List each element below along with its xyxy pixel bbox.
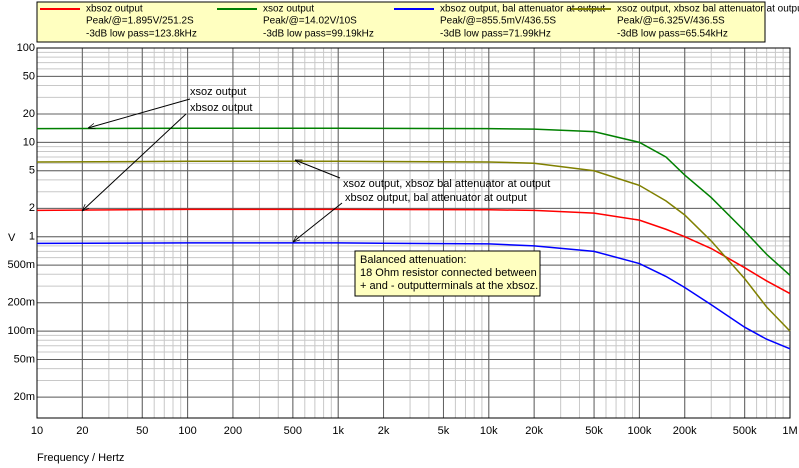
x-tick-label: 1k: [332, 425, 344, 437]
y-tick-label: 2: [29, 202, 35, 214]
x-tick-label: 10: [31, 425, 43, 437]
plot-border: [36, 47, 791, 419]
legend-cutoff: -3dB low pass=71.99kHz: [440, 29, 551, 40]
legend-label: xsoz output: [263, 4, 314, 15]
y-tick-label: 500m: [7, 259, 35, 271]
y-tick-label: 5: [29, 165, 35, 177]
x-tick-label: 100k: [627, 425, 651, 437]
annotation: xbsoz output: [190, 102, 252, 114]
annotation-arrow: [88, 98, 191, 128]
legend-peak: Peak/@=855.5mV/436.5S: [440, 16, 556, 27]
plot-area: [36, 47, 791, 419]
series-line: [36, 242, 791, 350]
annotation: xsoz output, xbsoz bal attenuator at out…: [343, 178, 550, 190]
x-axis-label: Frequency / Hertz: [37, 452, 124, 464]
x-tick-label: 100: [178, 425, 196, 437]
series-line: [36, 208, 791, 295]
y-tick-label: 100m: [7, 325, 35, 337]
legend-label: xbsoz output, bal attenuator at output: [440, 4, 605, 15]
y-tick-label: 200m: [7, 297, 35, 309]
annotation: xsoz output: [190, 86, 246, 98]
x-tick-label: 1M: [782, 425, 797, 437]
legend-label: xsoz output, xbsoz bal attenuator at out…: [617, 4, 799, 15]
legend-cutoff: -3dB low pass=65.54kHz: [617, 29, 728, 40]
x-tick-label: 50k: [585, 425, 603, 437]
legend-label: xbsoz output: [86, 4, 143, 15]
annotation-arrow: [82, 113, 187, 211]
y-tick-label: 10: [23, 136, 35, 148]
legend-cutoff: -3dB low pass=123.8kHz: [86, 29, 197, 40]
note-text: 18 Ohm resistor connected between: [360, 267, 537, 279]
x-tick-label: 10k: [480, 425, 498, 437]
y-tick-label: 20: [23, 108, 35, 120]
x-tick-label: 200k: [673, 425, 697, 437]
x-tick-label: 20k: [525, 425, 543, 437]
x-tick-label: 500: [284, 425, 302, 437]
x-tick-label: 200: [224, 425, 242, 437]
x-tick-label: 2k: [378, 425, 390, 437]
y-tick-label: 20m: [14, 391, 35, 403]
annotation-arrow: [295, 159, 341, 179]
y-tick-label: 50: [23, 70, 35, 82]
x-tick-label: 500k: [733, 425, 757, 437]
annotation: xbsoz output, bal attenuator at output: [345, 192, 527, 204]
annotation-arrow: [293, 202, 343, 242]
x-tick-label: 50: [136, 425, 148, 437]
note-box: [354, 250, 541, 297]
x-tick-label: 20: [76, 425, 88, 437]
note-text: + and - outputterminals at the xbsoz.: [360, 280, 538, 292]
legend-peak: Peak/@=1.895V/251.2S: [86, 16, 194, 27]
x-tick-label: 5k: [438, 425, 450, 437]
y-axis-label: V: [8, 232, 16, 244]
legend-peak: Peak/@=14.02V/10S: [263, 16, 357, 27]
series-line: [36, 127, 791, 276]
y-tick-label: 1: [29, 231, 35, 243]
y-tick-label: 100: [17, 42, 35, 54]
y-tick-label: 50m: [14, 353, 35, 365]
note-text: Balanced attenuation:: [360, 254, 466, 266]
series-line: [36, 160, 791, 332]
legend-cutoff: -3dB low pass=99.19kHz: [263, 29, 374, 40]
legend-peak: Peak/@=6.325V/436.5S: [617, 16, 725, 27]
